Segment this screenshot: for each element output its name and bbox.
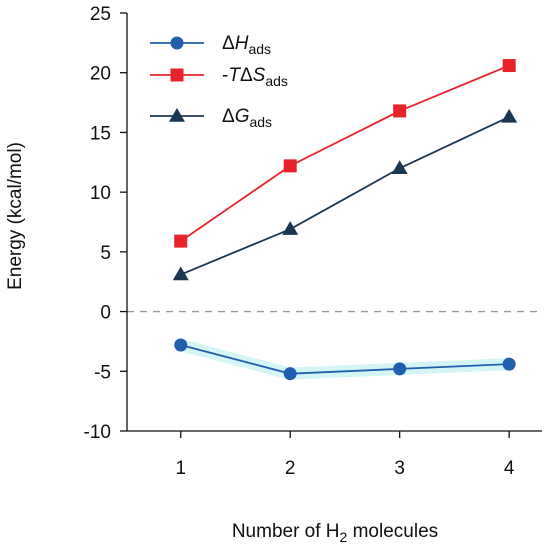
series-line: [180, 344, 510, 375]
y-tick-label: 25: [90, 4, 111, 25]
data-point: [174, 234, 188, 248]
series-layer: [172, 59, 518, 381]
legend-label: ΔGads: [222, 106, 272, 130]
data-point: [282, 221, 299, 235]
data-point: [502, 59, 516, 73]
y-tick-label: 5: [100, 243, 111, 264]
x-axis-title-subscript: 2: [340, 529, 348, 545]
y-tick-label: 0: [100, 303, 111, 324]
y-tick-label: 10: [90, 183, 111, 204]
legend-marker: [170, 36, 184, 50]
data-point: [172, 266, 189, 281]
axes: -10 -5 0 5 10 15 20 25 1 2 3 4: [84, 4, 542, 479]
legend-entry: ΔGads: [150, 106, 272, 130]
series-circle: [174, 338, 516, 381]
legend-marker: [169, 108, 185, 122]
x-axis-title: Number of H2 molecules: [232, 521, 438, 545]
legend-label: -TΔSads: [222, 65, 288, 89]
series-line: [180, 116, 510, 276]
data-point: [391, 160, 408, 175]
legend-label: ΔHads: [222, 33, 271, 57]
data-point: [393, 362, 407, 376]
y-axis-title: Energy (kcal/mol): [5, 142, 26, 290]
series-square: [174, 59, 516, 248]
series-line-glow: [174, 339, 516, 380]
y-tick-label: 20: [90, 64, 111, 85]
legend: ΔHads -TΔSads ΔGads: [150, 33, 288, 130]
y-tick-label: 15: [90, 123, 111, 144]
legend-entry: -TΔSads: [150, 65, 288, 89]
x-axis-title-prefix: Number of H: [232, 521, 340, 542]
legend-entry: ΔHads: [150, 33, 271, 57]
x-tick-label: 3: [394, 458, 405, 479]
x-axis-title-suffix: molecules: [347, 521, 438, 542]
data-point: [393, 104, 407, 118]
y-tick-label: -5: [94, 362, 111, 383]
data-point: [174, 338, 188, 352]
x-tick-label: 2: [285, 458, 296, 479]
series-line: [180, 64, 510, 242]
data-point: [501, 108, 518, 123]
legend-marker: [170, 68, 184, 82]
series-triangle: [172, 108, 518, 281]
x-tick-label: 1: [175, 458, 186, 479]
y-tick-label: -10: [84, 422, 111, 443]
data-point: [283, 367, 297, 381]
data-point: [283, 159, 297, 173]
data-point: [502, 357, 516, 371]
x-tick-label: 4: [504, 458, 515, 479]
